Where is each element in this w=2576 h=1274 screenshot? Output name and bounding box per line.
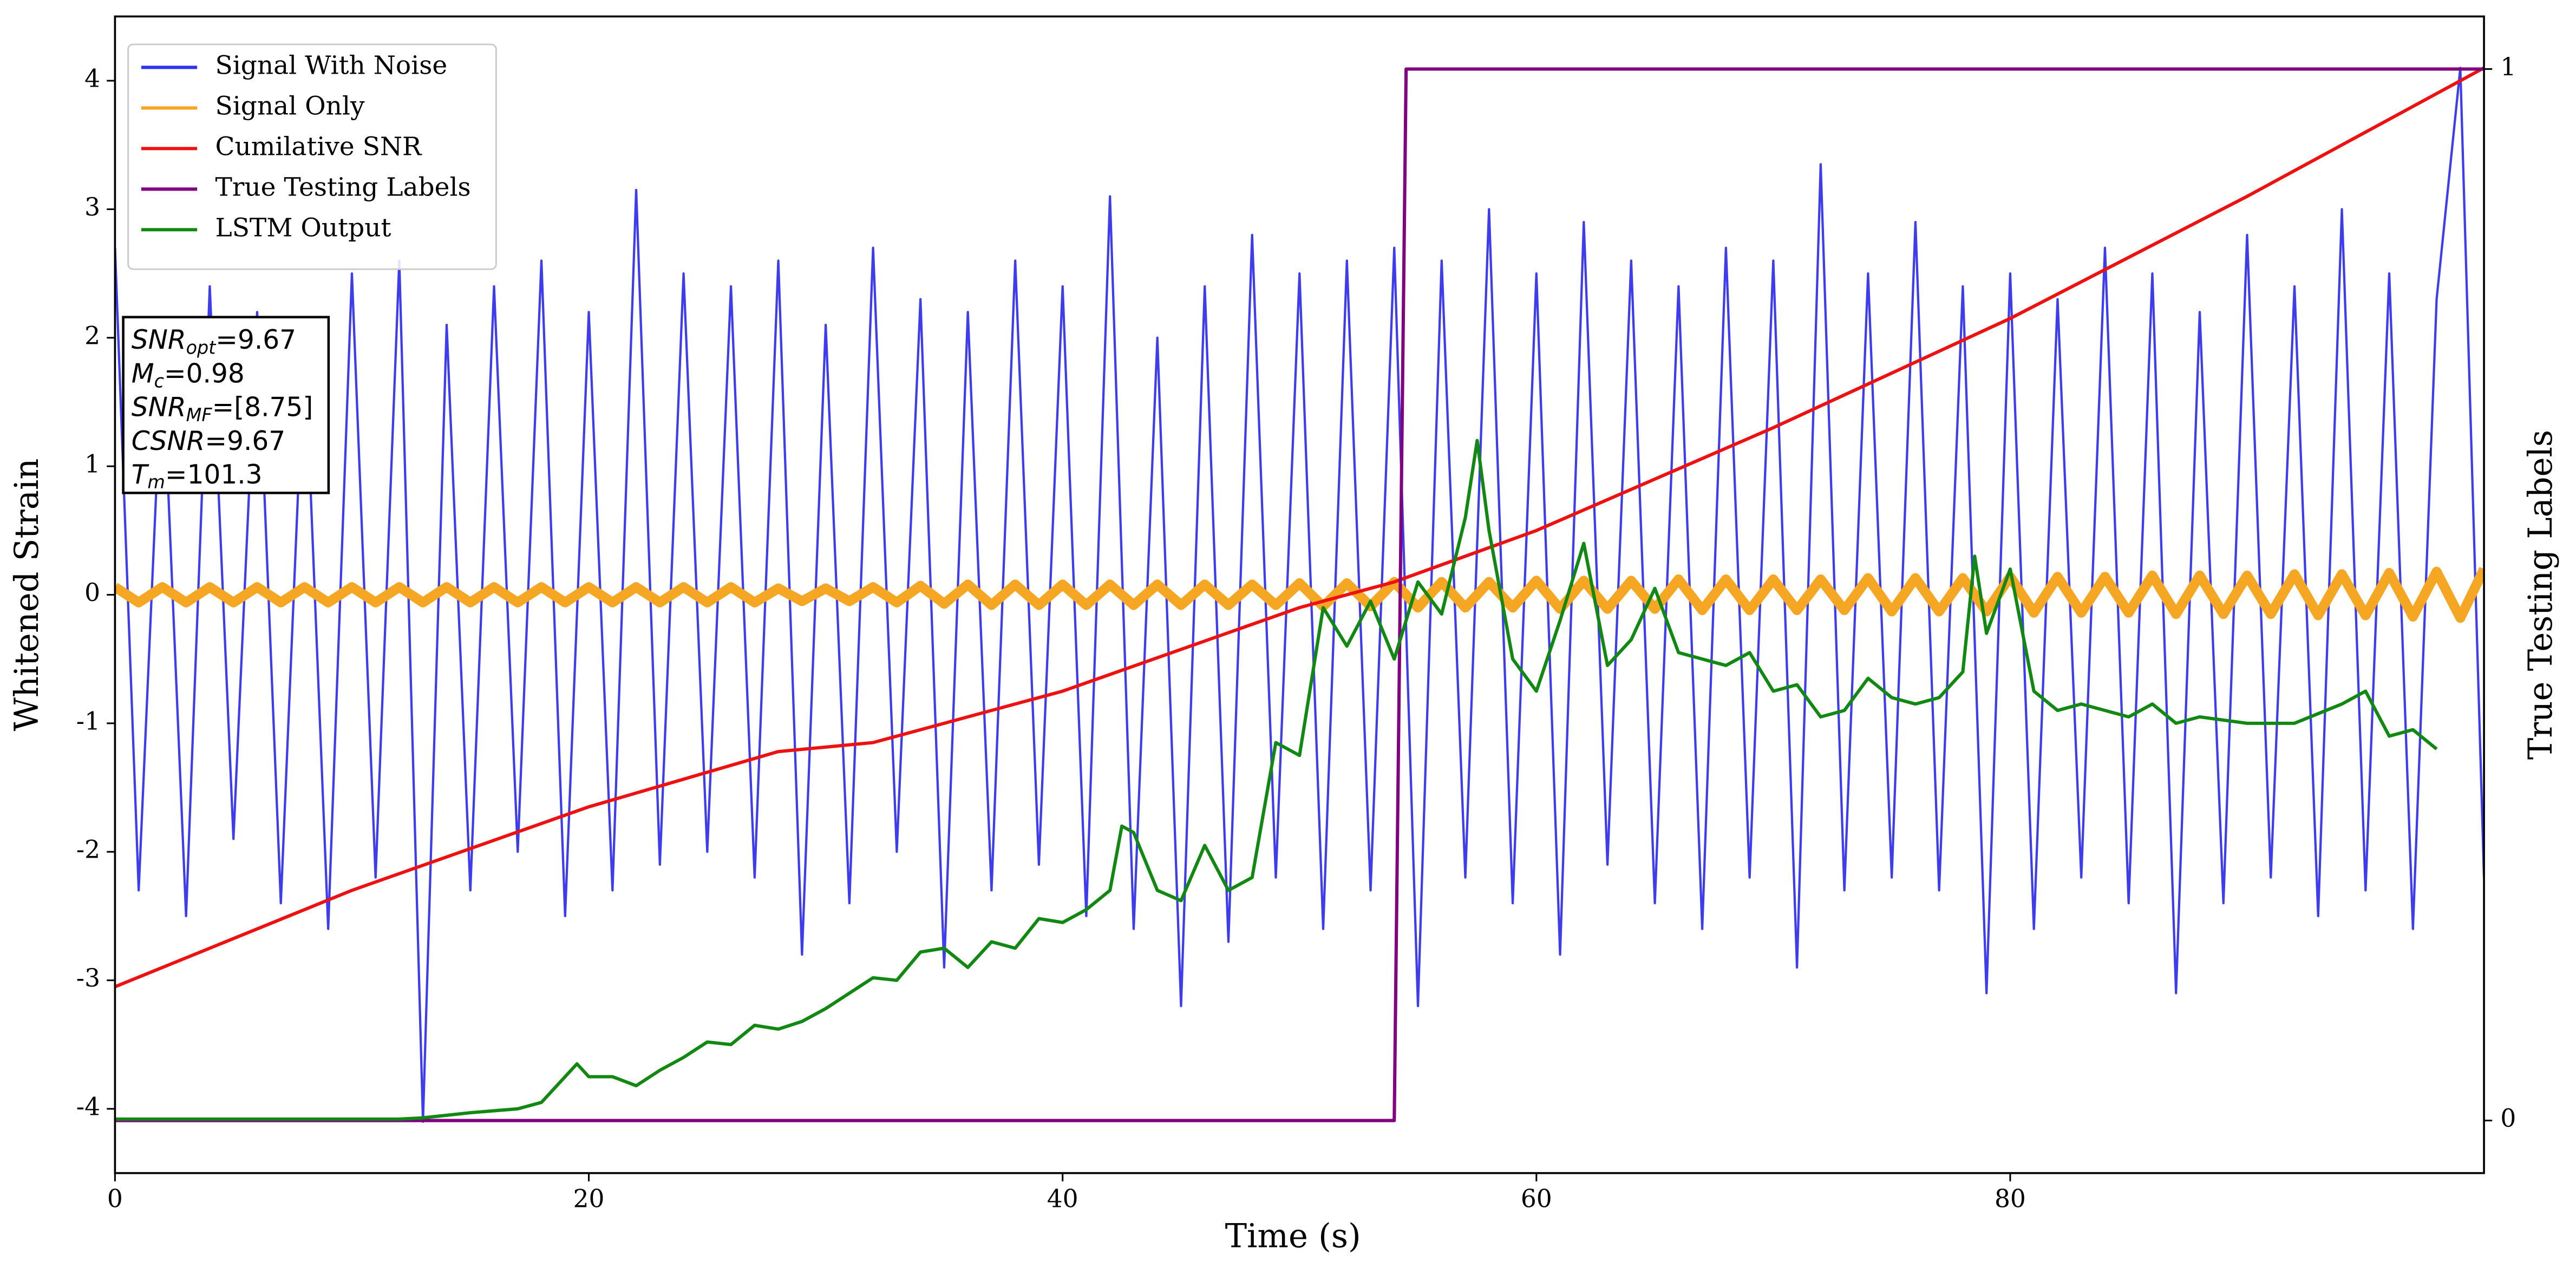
annotation-subscript: m — [147, 472, 165, 493]
plot-area — [115, 66, 2485, 1123]
x-axis-label: Time (s) — [1225, 1218, 1361, 1256]
legend-label: Signal Only — [215, 91, 365, 121]
annotation-value: =101.3 — [165, 460, 263, 490]
legend-label: LSTM Output — [215, 213, 391, 243]
annotation-text: Tm=101.3 — [132, 460, 263, 493]
annotation-subscript: c — [154, 370, 164, 391]
y-tick-label: 2 — [84, 321, 100, 350]
x-tick-label: 40 — [1047, 1185, 1078, 1213]
annotation-text: SNRMF=[8.75] — [132, 393, 313, 426]
y-tick-label: -1 — [76, 707, 100, 735]
series-line — [115, 67, 2485, 1123]
legend-label: True Testing Labels — [215, 172, 471, 202]
x-tick-label: 0 — [107, 1185, 123, 1213]
annotation-symbol: CSNR — [132, 426, 205, 456]
y-tick-label: 3 — [84, 193, 100, 221]
annotation-text: CSNR=9.67 — [132, 426, 285, 456]
annotation-value: =9.67 — [205, 426, 285, 456]
legend-label: Cumilative SNR — [215, 132, 423, 161]
y-tick-label: 1 — [84, 450, 100, 479]
series-line — [115, 66, 2485, 989]
annotation-text: SNRopt=9.67 — [132, 325, 296, 358]
annotation-value: =9.67 — [215, 325, 296, 355]
annotation-box — [122, 316, 330, 494]
y2-tick-label: 0 — [2500, 1104, 2516, 1133]
y-tick-label: -3 — [76, 964, 100, 992]
y2-axis-label: True Testing Labels — [2522, 430, 2560, 760]
series-line — [115, 439, 2438, 1121]
y2-tick-label: 1 — [2500, 53, 2516, 81]
annotation-subscript: MF — [186, 404, 213, 425]
series-line — [115, 566, 2485, 623]
x-tick-label: 80 — [1995, 1185, 2026, 1213]
y-axis-label: Whitened Strain — [8, 459, 46, 731]
annotation-value: =0.98 — [164, 358, 245, 389]
annotation-symbol: M — [132, 358, 154, 389]
x-tick-label: 60 — [1521, 1185, 1552, 1213]
annotation-subscript: opt — [186, 337, 217, 358]
series-line — [115, 67, 2485, 1122]
annotation-symbol: T — [132, 460, 149, 490]
y-tick-label: 0 — [84, 578, 100, 607]
annotation-symbol: SNR — [132, 325, 186, 355]
annotation-text: Mc=0.98 — [132, 358, 245, 391]
y-tick-label: -4 — [76, 1092, 100, 1121]
annotation-value: =[8.75] — [212, 393, 313, 423]
annotation-symbol: SNR — [132, 393, 186, 423]
x-tick-label: 20 — [573, 1185, 605, 1213]
y-tick-label: 4 — [84, 64, 100, 93]
legend-label: Signal With Noise — [215, 50, 448, 80]
y-tick-label: -2 — [76, 835, 100, 864]
legend-box — [127, 43, 497, 270]
